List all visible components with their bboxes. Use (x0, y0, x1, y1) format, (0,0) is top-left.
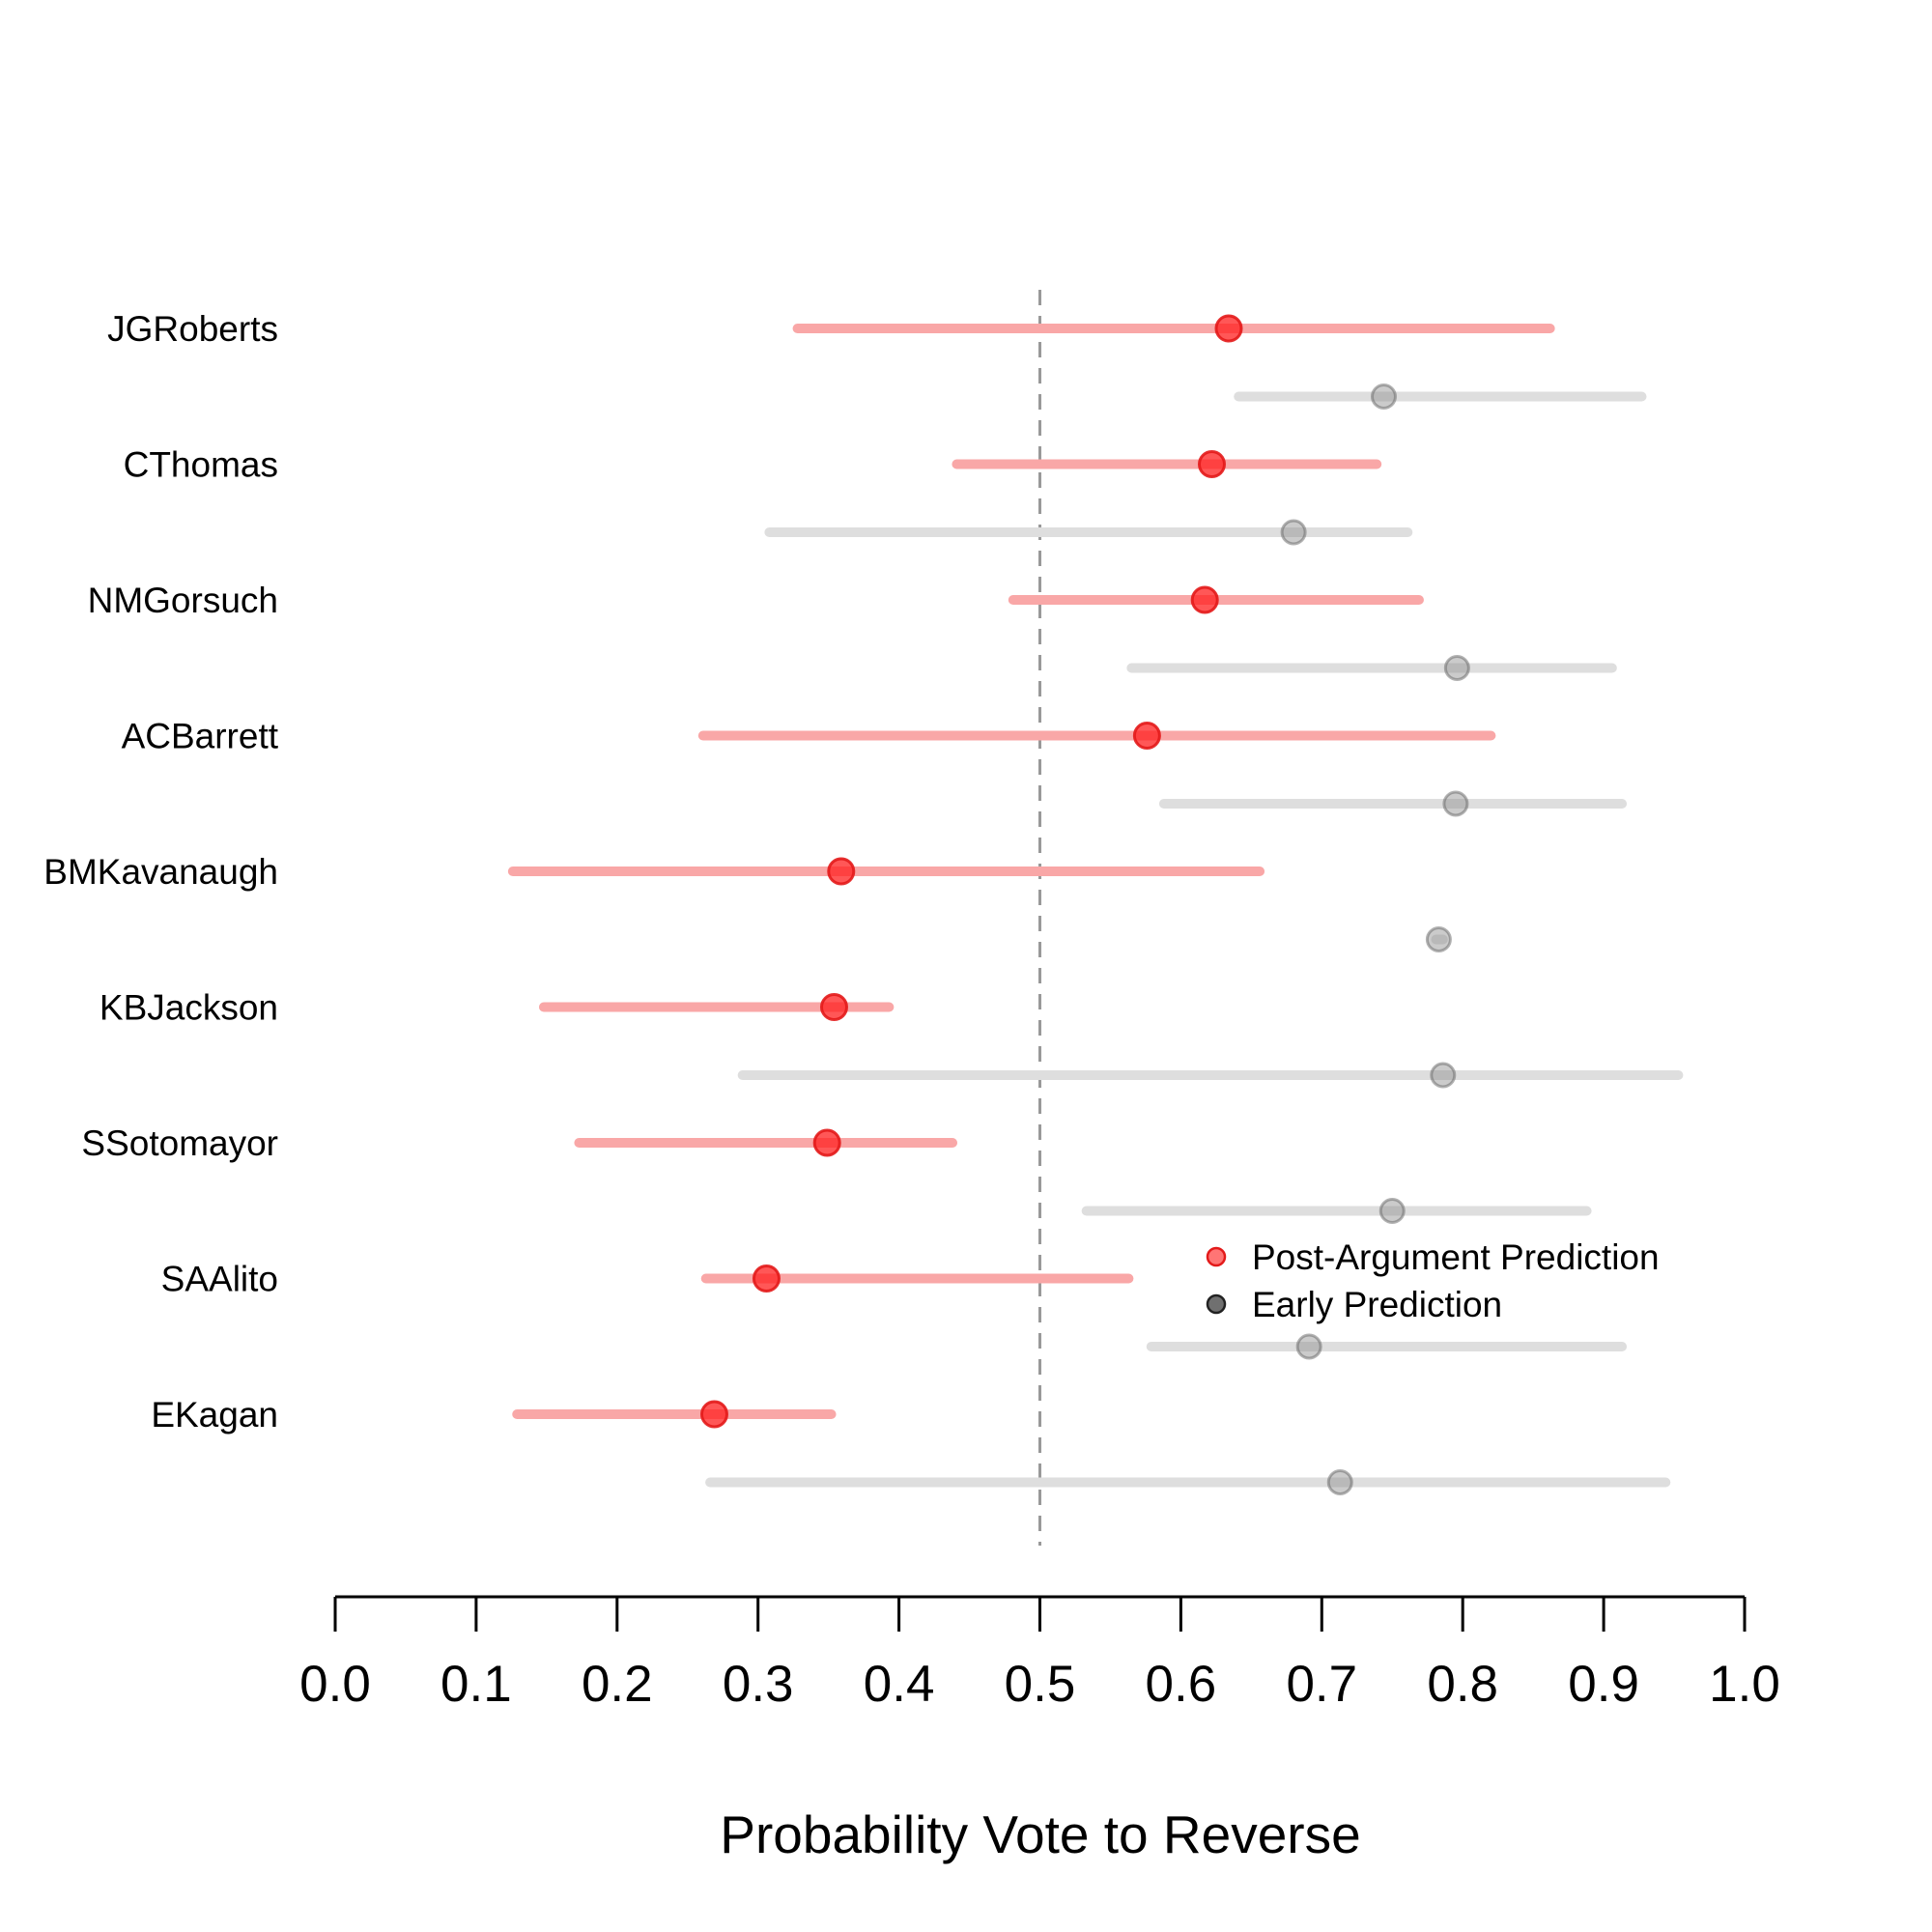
x-tick-label: 0.4 (864, 1656, 935, 1713)
x-tick-label: 0.0 (299, 1656, 371, 1713)
early-point (1326, 1469, 1353, 1495)
x-tick-label: 1.0 (1709, 1656, 1780, 1713)
post-point (812, 1128, 841, 1157)
post-point (1197, 450, 1226, 478)
early-point (1280, 519, 1307, 546)
justice-row: EKagan (151, 1395, 1671, 1495)
justice-name-label: SAAlito (161, 1260, 278, 1299)
early-point (1378, 1198, 1406, 1224)
justice-name-label: ACBarrett (122, 717, 279, 756)
justice-row: KBJackson (99, 988, 1684, 1089)
justice-row: SSotomayor (81, 1123, 1592, 1224)
post-point (1214, 314, 1243, 343)
justice-row: BMKavanaugh (43, 852, 1452, 952)
justice-row: SAAlito (161, 1260, 1628, 1360)
x-tick-label: 0.3 (723, 1656, 794, 1713)
post-point (699, 1400, 728, 1429)
legend-marker (1206, 1246, 1227, 1267)
justice-name-label: EKagan (151, 1395, 278, 1435)
legend-label: Early Prediction (1252, 1285, 1502, 1324)
x-tick-label: 0.1 (440, 1656, 512, 1713)
justice-name-label: BMKavanaugh (43, 852, 278, 892)
post-point (819, 993, 848, 1021)
justice-row: ACBarrett (122, 717, 1628, 817)
justice-name-label: NMGorsuch (88, 581, 278, 620)
early-point (1295, 1333, 1322, 1360)
x-tick-label: 0.9 (1568, 1656, 1639, 1713)
x-tick-label: 0.2 (582, 1656, 653, 1713)
legend-item: Early Prediction (1206, 1285, 1502, 1324)
early-point (1430, 1062, 1457, 1089)
justice-row: JGRoberts (107, 309, 1647, 410)
x-tick-label: 0.6 (1146, 1656, 1217, 1713)
x-tick-label: 0.7 (1286, 1656, 1357, 1713)
justice-name-label: SSotomayor (81, 1123, 278, 1163)
early-point (1442, 790, 1469, 817)
justice-row: CThomas (124, 445, 1413, 546)
post-point (827, 857, 856, 886)
post-point (1190, 585, 1219, 614)
justice-row: NMGorsuch (88, 581, 1617, 681)
plot-area: JGRoberts CThomas NMGorsuch ACBarrett BMKava… (43, 290, 1684, 1546)
x-tick-label: 0.5 (1005, 1656, 1076, 1713)
early-point (1370, 384, 1397, 410)
legend-marker (1206, 1293, 1227, 1315)
justice-name-label: JGRoberts (107, 309, 278, 349)
justice-name-label: KBJackson (99, 988, 278, 1028)
x-axis-title: Probability Vote to Reverse (720, 1804, 1360, 1864)
post-point (1132, 722, 1161, 750)
early-point (1425, 926, 1452, 952)
early-point (1443, 655, 1470, 681)
x-tick-label: 0.8 (1427, 1656, 1498, 1713)
post-point (752, 1264, 781, 1293)
legend-item: Post-Argument Prediction (1206, 1237, 1660, 1277)
legend-label: Post-Argument Prediction (1252, 1237, 1660, 1277)
legend: Post-Argument Prediction Early Prediction (1206, 1237, 1660, 1324)
x-axis: 0.0 0.1 0.2 0.3 0.4 0.5 0.6 0.7 0.8 0.9 1.0 (299, 1595, 1780, 1713)
justice-name-label: CThomas (124, 445, 278, 485)
